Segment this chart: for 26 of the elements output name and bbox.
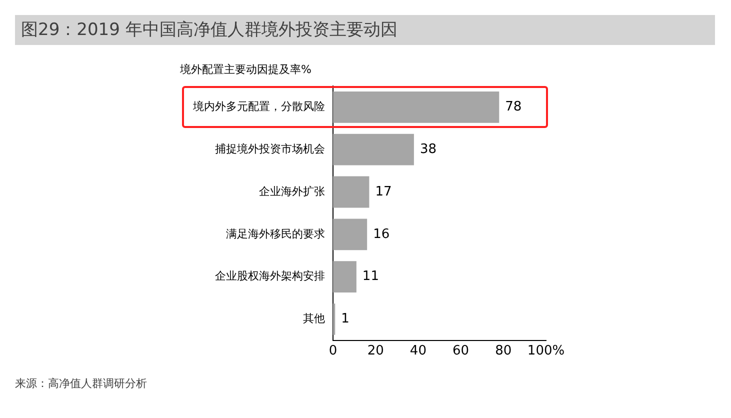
- y-tick-label: 企业海外扩张: [259, 184, 325, 198]
- y-tick-label: 其他: [303, 312, 325, 326]
- data-label: 38: [420, 142, 436, 157]
- x-tick-label: 80: [495, 344, 512, 359]
- x-tick-label: 100%: [527, 344, 565, 359]
- bar: [333, 91, 500, 123]
- x-tick-label: 40: [410, 344, 426, 359]
- y-tick-label: 满足海外移民的要求: [226, 227, 325, 240]
- x-tick-label: 60: [452, 344, 470, 359]
- bar: [333, 134, 414, 166]
- data-label: 17: [375, 184, 392, 200]
- x-tick-label: 0: [328, 344, 338, 359]
- source-note: 来源：高净值人群调研分析: [15, 376, 147, 391]
- data-label: 11: [362, 269, 379, 284]
- chart-subtitle: 境外配置主要动因提及率%: [180, 62, 312, 77]
- y-tick-label: 企业股权海外架构安排: [215, 270, 325, 283]
- bar: [333, 261, 356, 293]
- bar: [333, 176, 370, 208]
- chart-title: 图29：2019 年中国高净值人群境外投资主要动因: [15, 15, 715, 45]
- x-tick-label: 20: [367, 344, 384, 359]
- bar: [333, 218, 368, 250]
- data-label: 78: [505, 100, 522, 115]
- data-label: 1: [341, 312, 350, 327]
- y-tick-label: 境内外多元配置，分散风险: [192, 100, 325, 114]
- data-label: 16: [373, 226, 390, 242]
- y-tick-label: 捕捉境外投资市场机会: [215, 142, 325, 156]
